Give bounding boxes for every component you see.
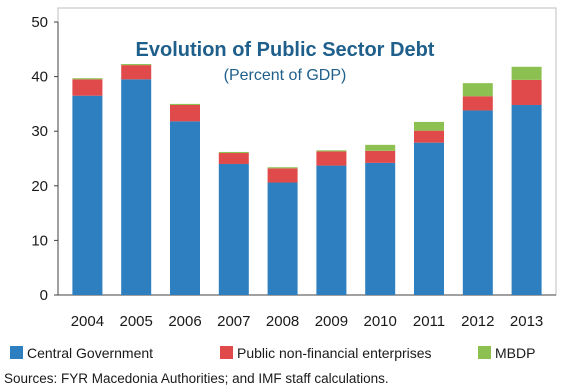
legend-label: MBDP: [495, 345, 535, 361]
bar-segment: [170, 103, 200, 105]
y-tick-label: 30: [31, 123, 48, 140]
bar-segment: [414, 130, 444, 143]
bar-segment: [267, 168, 298, 183]
bar-segment: [218, 153, 249, 164]
bar-segment: [365, 144, 396, 151]
chart-subtitle: (Percent of GDP): [224, 67, 347, 84]
y-tick-label: 20: [31, 178, 48, 195]
bar-segment: [72, 95, 103, 296]
bar-segment: [511, 66, 542, 80]
legend-label: Public non-financial enterprises: [237, 345, 432, 361]
bar-segment: [316, 151, 347, 166]
legend: Central Government Public non-financial e…: [10, 345, 535, 361]
bar-segment: [267, 182, 298, 295]
bar-segment: [462, 110, 493, 296]
legend-swatch: [10, 346, 23, 359]
chart-title: Evolution of Public Sector Debt: [136, 39, 435, 61]
bar-segment: [365, 150, 396, 163]
y-tick-label: 10: [31, 232, 48, 249]
x-tick-label: 2007: [217, 313, 250, 330]
bar-segment: [170, 104, 200, 122]
x-tick-label: 2006: [168, 313, 201, 330]
x-tick-label: 2012: [461, 313, 494, 330]
y-tick-label: 50: [31, 14, 48, 31]
bar-series-group: [72, 64, 542, 296]
bar-segment: [121, 64, 152, 66]
x-tick-label: 2010: [364, 313, 397, 330]
legend-label: Central Government: [27, 345, 153, 361]
legend-swatch: [478, 346, 491, 359]
bar-segment: [414, 142, 444, 295]
y-tick-label: 40: [31, 69, 48, 86]
y-axis-ticks: 0 10 20 30 40 50: [31, 14, 58, 304]
x-tick-label: 2011: [413, 313, 445, 330]
bar-segment: [72, 78, 103, 80]
bar-segment: [365, 162, 396, 295]
x-tick-label: 2008: [266, 313, 299, 330]
bar-segment: [267, 167, 298, 169]
bar-segment: [170, 121, 200, 295]
bar-segment: [414, 121, 444, 131]
source-note: Sources: FYR Macedonia Authorities; and …: [4, 371, 389, 386]
bar-segment: [218, 163, 249, 295]
x-tick-label: 2013: [510, 313, 543, 330]
bar-segment: [121, 65, 152, 80]
bar-segment: [462, 96, 493, 111]
x-axis-ticks: 2004 2005 2006 2007 2008 2009 2010 2011 2012 2013: [71, 313, 544, 330]
legend-swatch: [220, 346, 233, 359]
bar-segment: [316, 165, 347, 295]
y-tick-label: 0: [40, 287, 48, 304]
bar-segment: [72, 79, 103, 96]
bar-segment: [511, 104, 542, 295]
x-tick-label: 2009: [315, 313, 348, 330]
bar-segment: [121, 79, 152, 295]
bar-segment: [218, 151, 249, 154]
x-tick-label: 2005: [120, 313, 153, 330]
bar-segment: [511, 79, 542, 105]
bar-segment: [462, 83, 493, 97]
x-tick-label: 2004: [71, 313, 104, 330]
bar-segment: [316, 150, 347, 152]
